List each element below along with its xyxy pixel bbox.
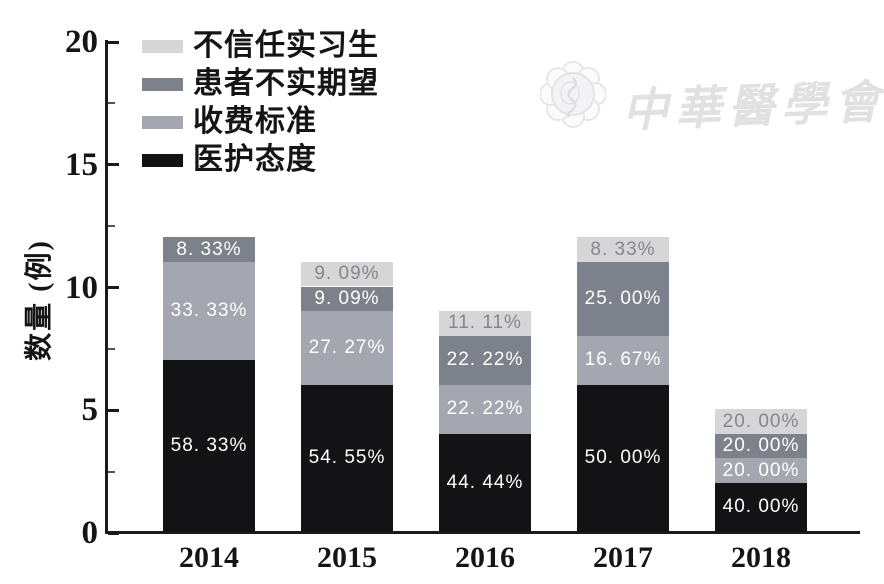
legend-label: 患者不实期望 xyxy=(193,67,379,100)
bar-segment: 20. 00% xyxy=(715,433,807,459)
y-axis-tick xyxy=(108,40,119,44)
legend-item-intern-distrust: 不信任实习生 xyxy=(142,30,379,62)
x-axis-tick-label: 2017 xyxy=(593,541,653,574)
legend-item-fee-standard: 收费标准 xyxy=(142,106,317,138)
legend-swatch-icon xyxy=(142,77,183,91)
y-axis-tick xyxy=(108,408,119,412)
bar-segment: 54. 55% xyxy=(301,384,393,532)
legend-label: 收费标准 xyxy=(193,105,317,138)
legend-item-staff-attitude: 医护态度 xyxy=(142,144,317,176)
y-axis-tick xyxy=(108,163,119,167)
y-axis-tick xyxy=(108,286,119,289)
bar-segment: 9. 09% xyxy=(301,286,393,312)
legend-swatch-icon xyxy=(142,39,183,53)
y-axis-tick-label: 10 xyxy=(65,269,98,306)
y-axis-minor-tick xyxy=(108,470,115,473)
bar-segment: 20. 00% xyxy=(715,458,807,483)
bar-segment: 16. 67% xyxy=(577,335,669,385)
bar-segment: 27. 27% xyxy=(301,311,393,385)
legend-swatch-icon xyxy=(142,153,183,167)
legend-item-patient-expectation: 患者不实期望 xyxy=(142,68,379,100)
x-axis-tick-label: 2014 xyxy=(179,541,239,574)
y-axis-tick-label: 15 xyxy=(65,146,98,183)
bar-segment: 8. 33% xyxy=(577,237,669,262)
x-axis-tick-label: 2018 xyxy=(731,541,791,574)
y-axis-tick-label: 5 xyxy=(81,392,99,429)
bar-segment: 20. 00% xyxy=(715,409,807,434)
y-axis-tick-label: 0 xyxy=(81,515,99,551)
x-axis-tick-label: 2016 xyxy=(455,541,515,574)
y-axis-minor-tick xyxy=(108,347,115,350)
y-axis-minor-tick xyxy=(108,225,115,228)
legend-label: 不信任实习生 xyxy=(193,29,379,62)
y-axis-line xyxy=(105,40,108,534)
cma-watermark-text: 中華醫學會 xyxy=(621,76,884,137)
bar-segment: 25. 00% xyxy=(577,261,669,336)
legend-swatch-icon xyxy=(142,115,183,129)
legend-label: 医护态度 xyxy=(193,143,317,176)
cma-watermark: 中華醫學會 xyxy=(540,56,884,148)
bar-segment: 40. 00% xyxy=(715,482,807,532)
y-axis-tick-label: 20 xyxy=(65,24,98,60)
bar-segment: 8. 33% xyxy=(163,237,255,262)
bar-segment: 22. 22% xyxy=(439,384,531,434)
bar-segment: 11. 11% xyxy=(439,311,531,336)
bar-segment: 33. 33% xyxy=(163,261,255,361)
y-axis-minor-tick xyxy=(108,102,115,105)
x-axis-tick-label: 2015 xyxy=(317,541,377,574)
bar-segment: 9. 09% xyxy=(301,261,393,287)
bar-segment: 50. 00% xyxy=(577,384,669,532)
x-axis-line xyxy=(105,531,860,534)
bar-segment: 44. 44% xyxy=(439,433,531,532)
cma-emblem-icon xyxy=(540,61,606,128)
bar-segment: 22. 22% xyxy=(439,335,531,385)
y-axis-tick xyxy=(108,531,119,535)
bar-segment: 58. 33% xyxy=(163,360,255,532)
